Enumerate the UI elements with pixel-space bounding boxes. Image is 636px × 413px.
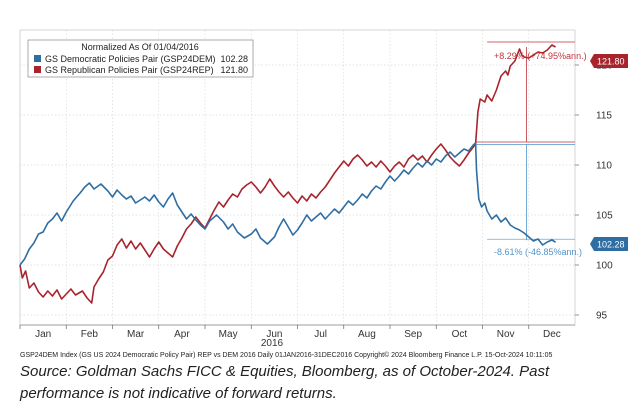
last-value-badge-democratic: 102.28: [590, 237, 628, 251]
annotation-democratic-change: -8.61% (-46.85%ann.): [494, 247, 582, 257]
series-line-republican: [19, 44, 556, 304]
x-tick-label-jan: Jan: [35, 329, 51, 340]
x-tick-label-jul: Jul: [314, 329, 327, 340]
x-tick-label-oct: Oct: [452, 329, 468, 340]
legend-value-republican: 121.80: [220, 65, 248, 75]
y-tick-label-95: 95: [596, 311, 608, 322]
annotation-republican-change: +8.29% (+74.95%ann.): [494, 51, 587, 61]
legend-value-democratic: 102.28: [220, 54, 248, 64]
source-note: Source: Goldman Sachs FICC & Equities, B…: [20, 363, 550, 402]
x-tick-label-nov: Nov: [497, 329, 515, 340]
y-axis: 95100105110115120: [575, 61, 613, 322]
y-tick-label-115: 115: [596, 111, 612, 122]
chart-footer: GSP24DEM Index (GS US 2024 Democratic Po…: [20, 351, 552, 359]
x-tick-label-mar: Mar: [127, 329, 145, 340]
x-tick-label-apr: Apr: [174, 329, 190, 340]
x-tick-label-dec: Dec: [543, 329, 561, 340]
x-tick-label-sep: Sep: [404, 329, 422, 340]
y-tick-label-110: 110: [596, 161, 612, 172]
x-tick-label-feb: Feb: [81, 329, 99, 340]
series-line-democratic: [19, 142, 557, 266]
y-tick-label-105: 105: [596, 211, 613, 222]
legend-title: Normalized As Of 01/04/2016: [81, 42, 199, 52]
legend-label-democratic: GS Democratic Policies Pair (GSP24DEM): [45, 54, 216, 64]
badge-democratic-value: 102.28: [597, 240, 625, 250]
reference-lines: [476, 41, 575, 241]
legend-label-republican: GS Republican Policies Pair (GSP24REP): [45, 65, 214, 75]
legend-box: [27, 39, 254, 78]
legend-swatch-republican: [34, 66, 41, 73]
x-tick-label-aug: Aug: [358, 329, 376, 340]
badge-republican-value: 121.80: [597, 57, 625, 67]
x-axis-year-label: 2016: [261, 338, 284, 349]
legend-swatch-democratic: [34, 55, 41, 62]
x-tick-label-may: May: [219, 329, 238, 340]
legend: Normalized As Of 01/04/2016 GS Democrati…: [27, 39, 254, 78]
x-axis: Jan Feb Mar Apr May Jun Jul Aug Sep Oct Nov Dec: [19, 324, 575, 340]
x-tick-label-jun: Jun: [266, 329, 282, 340]
y-tick-label-100: 100: [596, 261, 613, 272]
last-value-badge-republican: 121.80: [590, 54, 628, 68]
